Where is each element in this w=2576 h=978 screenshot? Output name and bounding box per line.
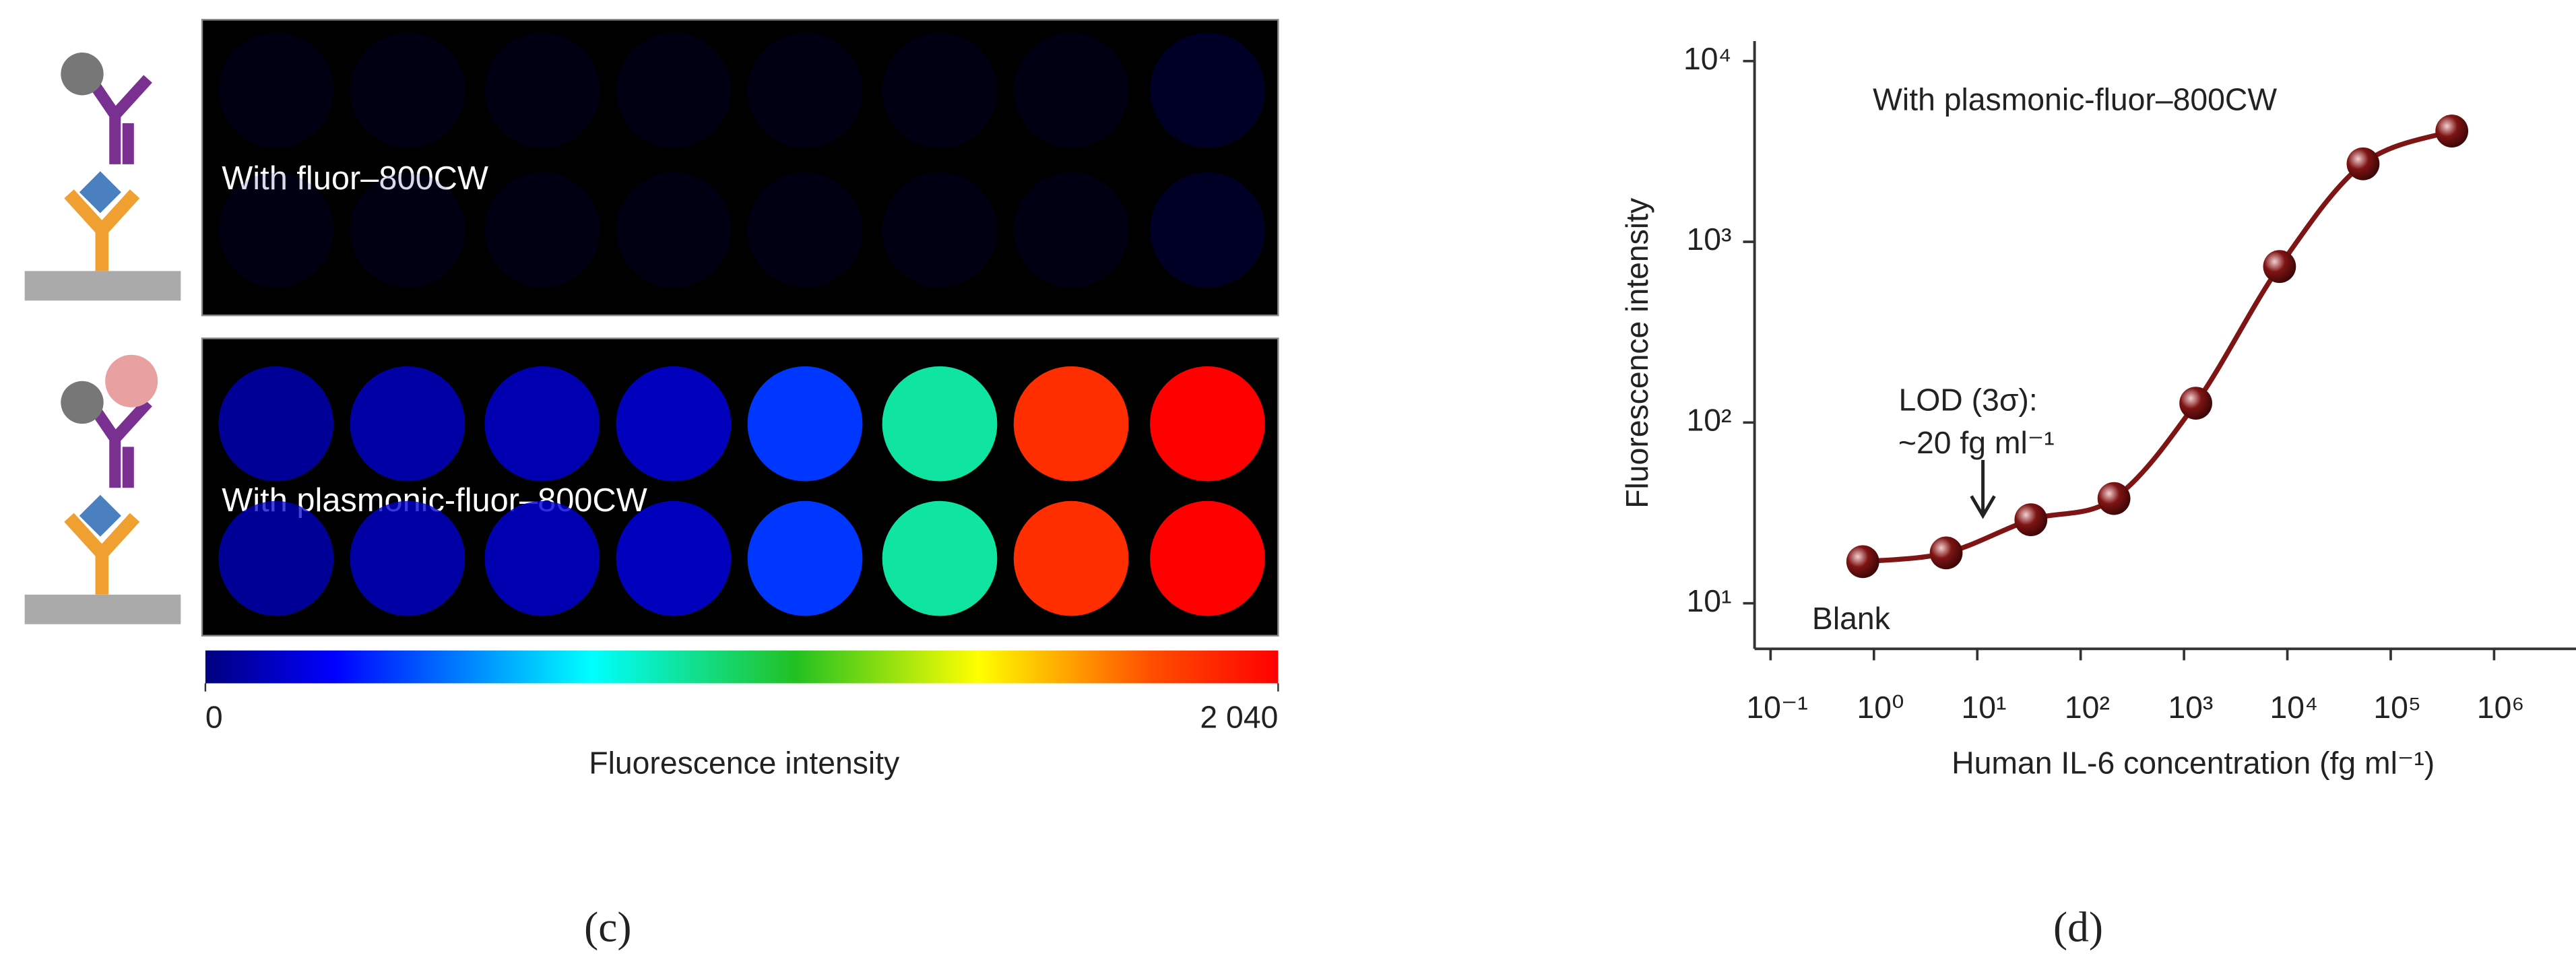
- x-tick-label: 10⁰: [1857, 690, 1904, 725]
- well: [747, 366, 863, 482]
- well: [747, 500, 863, 616]
- well: [484, 500, 600, 616]
- well: [616, 32, 732, 148]
- well: [1013, 500, 1129, 616]
- well: [218, 32, 334, 148]
- annotation: Blank: [1812, 601, 1891, 636]
- y-axis-label: Fluorescence intensity: [1619, 197, 1654, 509]
- x-tick-label: 10⁵: [2373, 690, 2421, 725]
- assay-icon: [24, 354, 181, 624]
- well: [1013, 32, 1129, 148]
- well: [882, 172, 998, 288]
- lod-arrow: [1970, 459, 1996, 519]
- x-tick-label: 10¹: [1961, 690, 2006, 725]
- well: [350, 500, 465, 616]
- row-label: With fluor–800CW: [222, 160, 488, 197]
- well: [1150, 32, 1265, 148]
- well: [747, 172, 863, 288]
- well: [616, 500, 732, 616]
- well: [218, 366, 334, 482]
- well: [882, 366, 998, 482]
- x-tick-label: 10²: [2065, 690, 2110, 725]
- well: [1150, 500, 1265, 616]
- data-point: [2014, 503, 2048, 537]
- well: [616, 172, 732, 288]
- well: [616, 366, 732, 482]
- annotation: LOD (3σ):: [1899, 383, 2038, 418]
- well: [350, 32, 465, 148]
- x-tick-label: 10⁴: [2270, 690, 2318, 725]
- image-box: [201, 19, 1279, 317]
- data-point: [2435, 115, 2469, 148]
- well: [350, 172, 465, 288]
- well: [747, 32, 863, 148]
- y-tick-label: 10⁴: [1683, 41, 1731, 76]
- fit-curve: [1862, 129, 2453, 564]
- well: [350, 366, 465, 482]
- colorbar: [205, 650, 1279, 684]
- x-tick-label: 10⁻¹: [1746, 690, 1807, 725]
- well: [1013, 366, 1129, 482]
- x-axis-label: Human IL-6 concentration (fg ml⁻¹): [1952, 746, 2435, 781]
- well: [882, 500, 998, 616]
- well: [1150, 172, 1265, 288]
- y-tick-label: 10¹: [1686, 583, 1731, 618]
- well: [1013, 172, 1129, 288]
- x-tick-label: 10⁶: [2477, 690, 2525, 725]
- well: [218, 172, 334, 288]
- data-point: [2179, 387, 2212, 420]
- data-point: [1846, 545, 1879, 579]
- well: [484, 32, 600, 148]
- colorbar-label: Fluorescence intensity: [589, 746, 900, 781]
- well: [1150, 366, 1265, 482]
- assay-icon: [24, 53, 181, 301]
- data-point: [2346, 147, 2380, 181]
- caption: (c): [584, 903, 631, 950]
- data-point: [1929, 536, 1963, 570]
- colorbar-tick-label: 2 040: [1200, 699, 1278, 734]
- data-point: [2097, 482, 2131, 515]
- chart-title: With plasmonic-fluor–800CW: [1873, 82, 2277, 117]
- well: [484, 172, 600, 288]
- well: [882, 32, 998, 148]
- y-tick-label: 10³: [1686, 222, 1731, 257]
- well: [484, 366, 600, 482]
- well: [218, 500, 334, 616]
- y-tick-label: 10²: [1686, 403, 1731, 438]
- caption: (d): [2053, 903, 2103, 950]
- data-point: [2263, 250, 2296, 284]
- colorbar-tick-label: 0: [205, 699, 223, 734]
- x-tick-label: 10³: [2168, 690, 2213, 725]
- annotation: ~20 fg ml⁻¹: [1898, 425, 2055, 460]
